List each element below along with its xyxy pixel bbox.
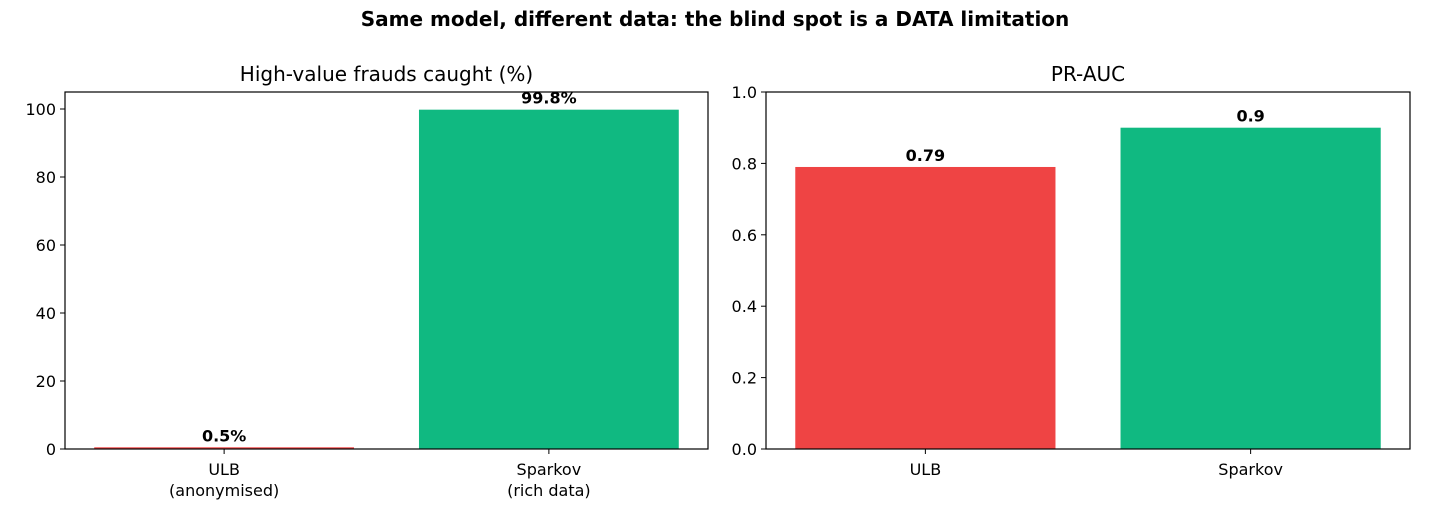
bar: [795, 166, 1056, 449]
y-tick-label: 40: [36, 304, 56, 323]
data-label: 99.8%: [521, 89, 577, 108]
x-tick-label: Sparkov: [1218, 460, 1283, 479]
data-label: 0.9: [1236, 107, 1264, 126]
y-tick-label: 0.6: [732, 226, 757, 245]
axes-frame: [765, 91, 1411, 450]
x-tick-label: Sparkov (rich data): [507, 460, 591, 500]
y-tick-label: 0.8: [732, 154, 757, 173]
y-tick-label: 20: [36, 372, 56, 391]
figure-suptitle: Same model, different data: the blind sp…: [361, 7, 1070, 31]
x-tick-label: ULB: [910, 460, 942, 479]
chart-title: High-value frauds caught (%): [240, 62, 533, 86]
y-tick-label: 0.2: [732, 369, 757, 388]
x-tick-label: ULB (anonymised): [169, 460, 279, 500]
y-tick-label: 0: [46, 440, 56, 459]
y-tick-label: 60: [36, 236, 56, 255]
chart-high-value-frauds: High-value frauds caught (%) 0.5% ULB (anon…: [25, 62, 709, 500]
y-tick-label: 1.0: [732, 83, 757, 102]
axes-frame: [64, 91, 709, 450]
bar: [418, 109, 679, 450]
y-tick-label: 80: [36, 168, 56, 187]
y-tick-label: 0.4: [732, 297, 757, 316]
y-tick-label: 100: [25, 100, 56, 119]
chart-title: PR-AUC: [1051, 62, 1125, 86]
bar: [1120, 127, 1381, 449]
data-label: 0.5%: [202, 426, 246, 445]
data-label: 0.79: [906, 146, 945, 165]
y-tick-label: 0.0: [732, 440, 757, 459]
bar: [94, 447, 355, 449]
chart-pr-auc: PR-AUC 0.79 ULB 0.9 Sparkov 0.0 0.2 0.4 0.6 0.8 1.…: [732, 62, 1411, 479]
